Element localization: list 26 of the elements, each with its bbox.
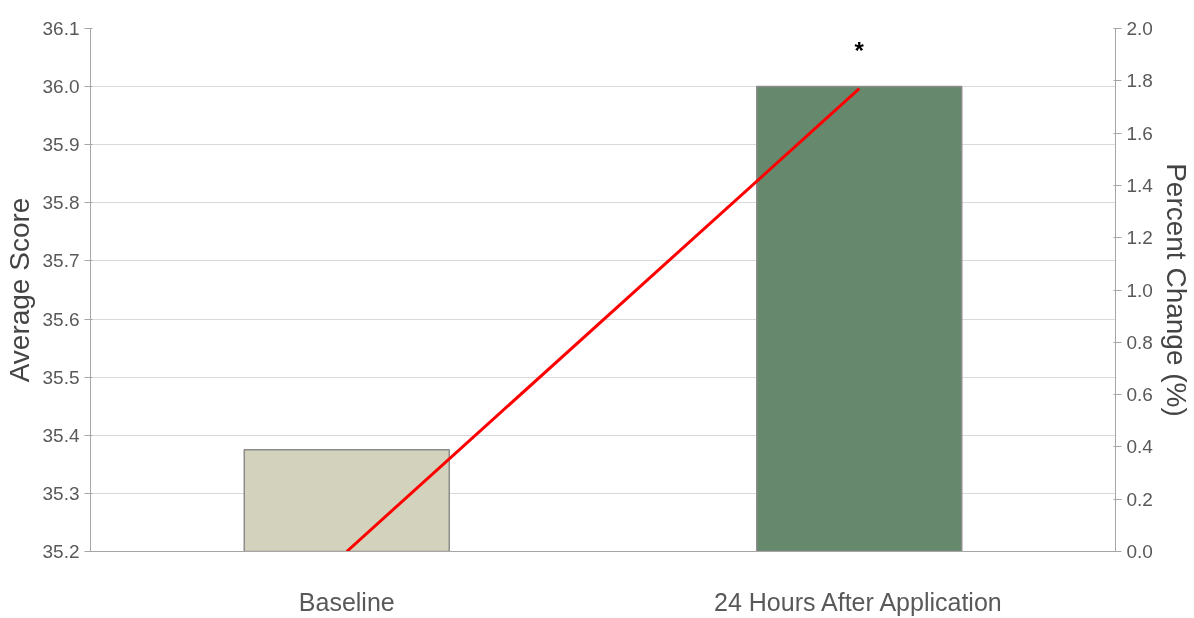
y2-tick-label: 1.6: [1126, 122, 1153, 144]
y-tick-label: 35.5: [42, 366, 80, 388]
y-tick-label: 36.0: [42, 76, 80, 98]
y-tick-label: 35.6: [42, 308, 80, 330]
y-tick-label: 35.9: [42, 134, 80, 156]
y-axis-title: Average Score: [3, 197, 35, 383]
y2-tick-label: 1.8: [1126, 70, 1153, 92]
y2-tick-label: 0.2: [1126, 488, 1153, 510]
y2-tick-label: 0.0: [1126, 541, 1153, 562]
y2-tick-label: 1.2: [1126, 227, 1153, 249]
x-tick-label: 24 Hours After Application: [714, 587, 1002, 616]
y2-tick-label: 0.8: [1126, 331, 1153, 353]
y-tick-label: 35.2: [42, 541, 80, 562]
y2-tick-label: 0.6: [1126, 384, 1153, 406]
y2-tick-label: 1.0: [1126, 279, 1153, 301]
y-tick-label: 35.8: [42, 192, 80, 214]
x-tick-label: Baseline: [298, 587, 395, 616]
y2-tick-label: 0.4: [1126, 436, 1154, 458]
y-tick-label: 35.3: [42, 482, 80, 504]
y-tick-label: 35.7: [42, 250, 80, 272]
y2-tick-label: 2.0: [1126, 18, 1153, 39]
y-tick-label: 36.1: [42, 18, 80, 39]
y-tick-label: 35.4: [42, 424, 80, 446]
annotation: *: [854, 36, 865, 64]
y2-axis-title: Percent Change (%): [1160, 163, 1192, 417]
y2-tick-label: 1.4: [1126, 174, 1154, 196]
